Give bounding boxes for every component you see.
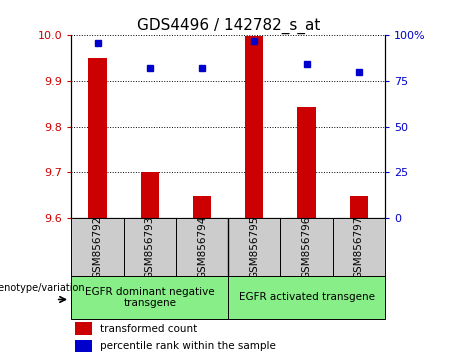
- Text: GSM856796: GSM856796: [301, 215, 312, 279]
- Bar: [71, 218, 124, 276]
- Bar: [228, 218, 280, 276]
- Bar: [89, 58, 106, 218]
- Bar: [333, 218, 385, 276]
- Bar: [75, 340, 92, 352]
- Bar: [141, 172, 159, 218]
- Bar: [245, 36, 264, 218]
- Bar: [297, 107, 316, 218]
- Title: GDS4496 / 142782_s_at: GDS4496 / 142782_s_at: [136, 18, 320, 34]
- Text: genotype/variation: genotype/variation: [0, 283, 86, 293]
- Text: EGFR activated transgene: EGFR activated transgene: [238, 292, 375, 302]
- Text: GSM856797: GSM856797: [354, 215, 364, 279]
- Bar: [176, 218, 228, 276]
- Text: GSM856795: GSM856795: [249, 215, 260, 279]
- Bar: [193, 196, 211, 218]
- Text: EGFR dominant negative
transgene: EGFR dominant negative transgene: [85, 286, 215, 308]
- Text: GSM856792: GSM856792: [93, 215, 103, 279]
- Text: GSM856794: GSM856794: [197, 215, 207, 279]
- Bar: [349, 196, 368, 218]
- Text: transformed count: transformed count: [100, 324, 197, 333]
- Bar: [71, 276, 228, 319]
- Bar: [124, 218, 176, 276]
- Text: GSM856793: GSM856793: [145, 215, 155, 279]
- Bar: [280, 218, 333, 276]
- Bar: [228, 276, 385, 319]
- Bar: [75, 322, 92, 335]
- Text: percentile rank within the sample: percentile rank within the sample: [100, 341, 276, 351]
